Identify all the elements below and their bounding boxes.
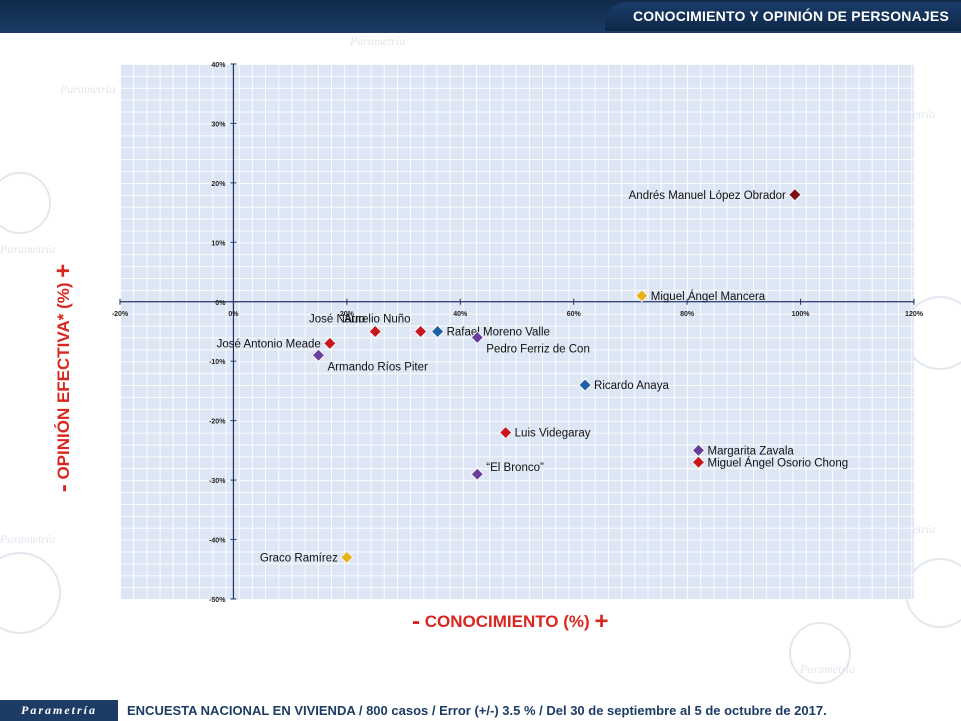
data-point-label: Pedro Ferriz de Con xyxy=(486,343,590,355)
x-axis-plus: + xyxy=(594,608,609,635)
y-tick-label: -10% xyxy=(209,359,226,366)
data-point xyxy=(470,330,484,345)
x-axis-title: - CONOCIMIENTO (%) + xyxy=(412,608,608,636)
x-tick-label: -20% xyxy=(112,311,129,318)
watermark-text: Parametría xyxy=(0,242,55,256)
data-point xyxy=(788,188,802,202)
data-point xyxy=(470,467,484,481)
footer-brand-logo: Parametría xyxy=(0,700,118,721)
y-tick-label: -50% xyxy=(209,597,226,604)
y-tick-label: 30% xyxy=(211,121,226,128)
header-bar: CONOCIMIENTO Y OPINIÓN DE PERSONAJES xyxy=(0,0,961,33)
data-point-label: Armando Ríos Piter xyxy=(328,361,429,373)
x-tick-label: 120% xyxy=(905,311,924,318)
footer-survey-note: ENCUESTA NACIONAL EN VIVIENDA / 800 caso… xyxy=(127,703,827,718)
footer: Parametría ENCUESTA NACIONAL EN VIVIENDA… xyxy=(0,700,961,721)
y-tick-label: -30% xyxy=(209,478,226,485)
watermark-text: Parametría xyxy=(0,532,55,546)
x-tick-label: 40% xyxy=(453,311,468,318)
x-axis-minus: - xyxy=(412,608,420,635)
data-point-label: “El Bronco” xyxy=(486,462,544,474)
data-point xyxy=(323,336,337,350)
plot-area xyxy=(120,64,914,599)
x-tick-label: 100% xyxy=(792,311,811,318)
data-point xyxy=(499,425,513,440)
data-point-label: Margarita Zavala xyxy=(707,445,794,457)
data-point-label: Graco Ramírez xyxy=(260,552,338,564)
data-point xyxy=(311,348,326,362)
data-point xyxy=(414,324,428,339)
data-point-label: Miguel Ángel Mancera xyxy=(651,290,766,303)
data-point xyxy=(431,324,445,339)
x-tick-label: 0% xyxy=(228,311,239,318)
data-point xyxy=(691,443,706,457)
x-tick-label: 80% xyxy=(680,311,695,318)
data-point-label: José Narro xyxy=(309,314,365,326)
watermark-text: Parametría xyxy=(349,34,405,48)
data-point-label: José Antonio Meade xyxy=(217,338,321,350)
data-point-label: Aurelio Nuño xyxy=(344,314,410,326)
y-tick-label: -20% xyxy=(209,419,226,426)
y-tick-label: 0% xyxy=(215,300,226,307)
y-axis-minus: - xyxy=(50,484,77,493)
scatter-chart: -20% 0% 20% 40% 60% 80% 100% 120% 40% 30% 20% 10% 0%… xyxy=(112,62,924,604)
data-point-label: Rafael Moreno Valle xyxy=(447,327,550,339)
watermark-text: Parametría xyxy=(59,82,115,96)
data-point xyxy=(635,289,649,303)
data-point-label: Luis Videgaray xyxy=(515,428,591,440)
data-point xyxy=(578,378,592,392)
x-tick-label: 60% xyxy=(567,311,582,318)
y-tick-label: 40% xyxy=(211,62,226,69)
y-axis-title-text: OPINIÓN EFECTIVA* (%) xyxy=(54,282,73,480)
data-point-label: Miguel Ángel Osorio Chong xyxy=(707,456,848,469)
data-point xyxy=(340,550,354,564)
data-point xyxy=(691,455,706,469)
data-point-label: Andrés Manuel López Obrador xyxy=(629,190,786,202)
page-title: CONOCIMIENTO Y OPINIÓN DE PERSONAJES xyxy=(604,2,961,31)
y-tick-label: 10% xyxy=(211,240,226,247)
y-tick-label: -40% xyxy=(209,538,226,545)
watermark-text: Parametría xyxy=(799,662,855,676)
x-axis-title-text: CONOCIMIENTO (%) xyxy=(424,612,590,631)
data-point-label: Ricardo Anaya xyxy=(594,380,669,392)
y-axis-plus: + xyxy=(50,263,77,278)
data-point xyxy=(368,324,382,339)
y-tick-label: 20% xyxy=(211,181,226,188)
x-tick-label: 20% xyxy=(340,311,355,318)
